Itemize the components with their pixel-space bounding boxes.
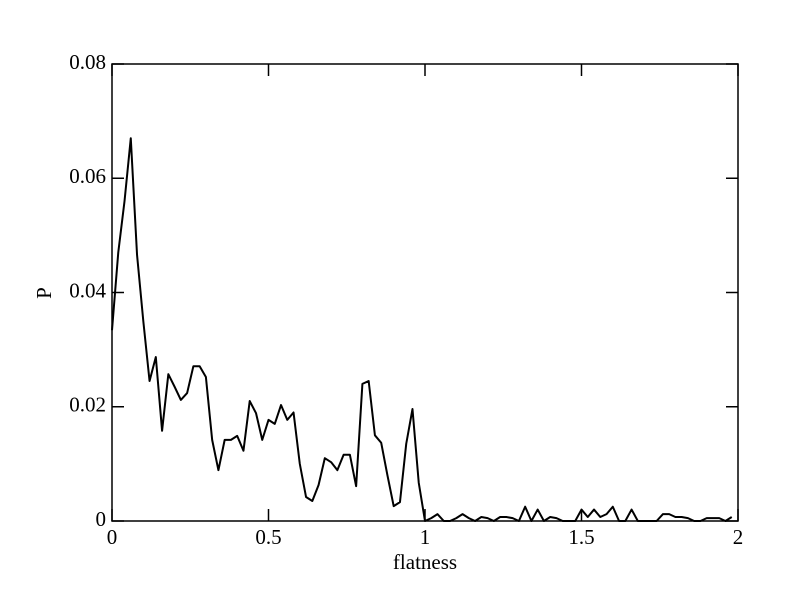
y-tick-label: 0.06 [69, 164, 106, 188]
y-axis-label: P [32, 287, 56, 299]
x-tick-label: 0 [107, 525, 118, 549]
y-tick-label: 0.02 [69, 393, 106, 417]
y-tick-label: 0 [96, 507, 107, 531]
x-tick-label: 1.5 [568, 525, 594, 549]
x-tick-label: 2 [733, 525, 744, 549]
y-tick-label: 0.08 [69, 50, 106, 74]
x-tick-label: 1 [420, 525, 431, 549]
x-tick-label: 0.5 [255, 525, 281, 549]
plot-frame [111, 63, 739, 522]
data-line [111, 137, 733, 522]
x-axis-label: flatness [393, 550, 457, 574]
y-tick-label: 0.04 [69, 278, 106, 302]
